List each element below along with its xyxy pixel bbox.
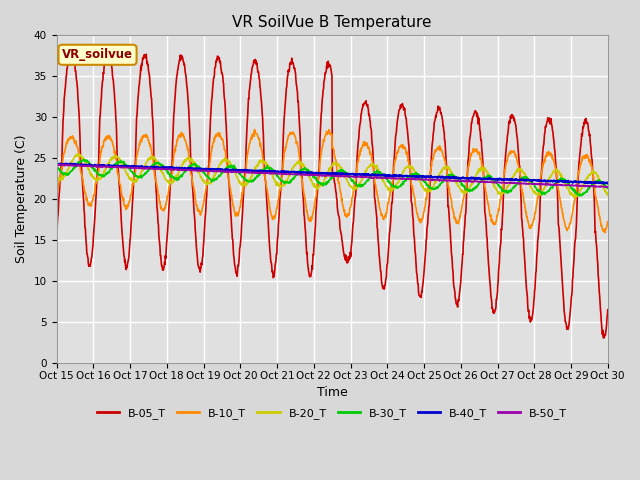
Text: VR_soilvue: VR_soilvue — [62, 48, 133, 61]
B-50_T — [539, 181, 547, 187]
B-10_T — [539, 162, 547, 168]
Line: B-20_T: B-20_T — [56, 154, 608, 197]
B-50_T — [604, 184, 612, 190]
B-30_T — [490, 176, 498, 182]
B-05_T — [490, 311, 498, 316]
Line: B-50_T: B-50_T — [56, 164, 608, 187]
B-20_T — [175, 168, 183, 173]
B-50_T — [163, 166, 170, 172]
B-10_T — [251, 127, 259, 132]
Y-axis label: Soil Temperature (C): Soil Temperature (C) — [15, 135, 28, 264]
B-50_T — [56, 161, 64, 167]
B-50_T — [418, 176, 426, 182]
B-40_T — [418, 174, 426, 180]
B-40_T — [600, 180, 608, 186]
B-50_T — [175, 167, 183, 173]
Line: B-30_T: B-30_T — [56, 160, 608, 196]
B-30_T — [418, 176, 426, 182]
B-30_T — [539, 189, 547, 195]
B-30_T — [163, 168, 170, 173]
B-20_T — [52, 175, 60, 181]
B-40_T — [539, 178, 547, 183]
Legend: B-05_T, B-10_T, B-20_T, B-30_T, B-40_T, B-50_T: B-05_T, B-10_T, B-20_T, B-30_T, B-40_T, … — [92, 403, 572, 423]
B-10_T — [604, 219, 612, 225]
B-30_T — [175, 174, 183, 180]
B-20_T — [539, 188, 547, 194]
B-40_T — [163, 165, 170, 170]
B-10_T — [601, 230, 609, 236]
B-20_T — [418, 183, 426, 189]
B-10_T — [52, 191, 60, 197]
B-50_T — [603, 184, 611, 190]
B-05_T — [104, 48, 112, 54]
B-05_T — [600, 335, 608, 341]
B-40_T — [490, 176, 498, 182]
B-20_T — [604, 192, 612, 198]
B-10_T — [162, 201, 170, 207]
B-10_T — [418, 216, 426, 222]
B-20_T — [163, 177, 170, 182]
B-30_T — [578, 193, 586, 199]
B-10_T — [490, 222, 498, 228]
B-20_T — [74, 151, 81, 156]
B-20_T — [572, 194, 579, 200]
Line: B-05_T: B-05_T — [56, 51, 608, 338]
B-40_T — [175, 165, 183, 171]
B-05_T — [539, 151, 547, 156]
B-30_T — [237, 173, 245, 179]
B-10_T — [175, 132, 183, 138]
Line: B-40_T: B-40_T — [56, 163, 608, 183]
B-20_T — [237, 182, 245, 188]
B-40_T — [237, 167, 245, 173]
B-50_T — [237, 169, 245, 175]
B-05_T — [418, 289, 426, 295]
B-05_T — [237, 232, 245, 238]
B-10_T — [237, 198, 244, 204]
B-40_T — [52, 161, 60, 167]
B-50_T — [490, 179, 498, 185]
B-30_T — [52, 164, 60, 169]
B-20_T — [490, 184, 498, 190]
Line: B-10_T: B-10_T — [56, 130, 608, 233]
B-30_T — [80, 157, 88, 163]
B-05_T — [163, 249, 170, 254]
B-40_T — [67, 160, 74, 166]
B-05_T — [52, 234, 60, 240]
B-05_T — [604, 307, 612, 312]
B-05_T — [175, 57, 183, 63]
X-axis label: Time: Time — [317, 386, 348, 399]
B-50_T — [52, 162, 60, 168]
Title: VR SoilVue B Temperature: VR SoilVue B Temperature — [232, 15, 432, 30]
B-30_T — [604, 185, 612, 191]
B-40_T — [604, 180, 612, 186]
